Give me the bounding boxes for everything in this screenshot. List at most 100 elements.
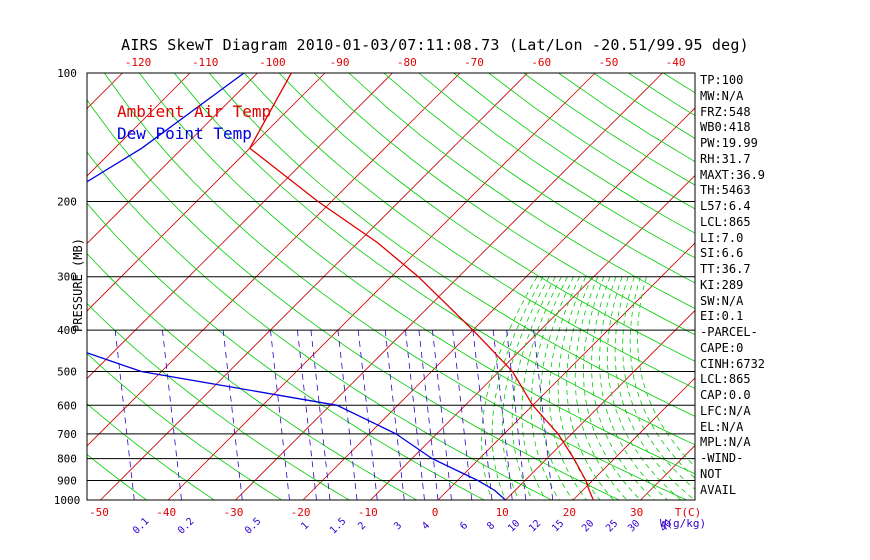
top-temp-tick-label: -100 [259, 56, 286, 69]
isotherm-line [235, 73, 663, 500]
isotherm-line [302, 107, 695, 500]
moist-adiabat-line [566, 276, 614, 500]
moist-adiabat-line [599, 276, 668, 500]
stability-index-item: SI:6.6 [700, 246, 744, 261]
top-temp-tick-label: -80 [397, 56, 417, 69]
dewpoint-profile-line [87, 73, 506, 500]
isotherm-line [87, 73, 258, 245]
mixing-ratio-line [222, 330, 243, 500]
pressure-tick-label: 800 [57, 453, 77, 466]
mixing-ratio-line [337, 330, 358, 500]
dry-adiabat-line [768, 73, 870, 500]
mixing-ratio-tick-label: 1.5 [328, 516, 349, 537]
top-temp-tick-label: -50 [598, 56, 618, 69]
dry-adiabat-line [488, 73, 695, 210]
temperature-axis-label: T(C) [675, 506, 702, 519]
moist-adiabat-line [521, 276, 562, 500]
moist-adiabat-line [540, 276, 574, 500]
stability-index-item: MPL:N/A [700, 435, 751, 450]
stability-index-item: EI:0.1 [700, 309, 744, 324]
moist-adiabat-line [582, 276, 641, 500]
moist-adiabat-line [548, 276, 587, 500]
stability-index-item: CAP:0.0 [700, 388, 751, 402]
top-temp-tick-label: -60 [531, 56, 551, 69]
stability-index-item: LCL:865 [700, 214, 751, 229]
isotherm-line [87, 73, 393, 380]
mixing-ratio-tick-label: 8 [485, 520, 497, 532]
stability-index-item: -PARCEL- [700, 325, 758, 339]
moist-adiabat-line [511, 276, 556, 500]
mixing-ratio-tick-label: 0.5 [243, 516, 264, 537]
dry-adiabat-line [418, 73, 695, 259]
stability-index-item: NOT [700, 466, 722, 481]
chart-title: AIRS SkewT Diagram 2010-01-03/07:11:08.7… [121, 36, 749, 54]
dry-adiabat-line [87, 352, 282, 500]
plot-frame [86, 72, 696, 501]
pressure-tick-label: 700 [57, 428, 77, 441]
stability-index-item: KI:289 [700, 277, 744, 292]
bottom-temp-tick-label: -50 [89, 506, 109, 519]
mixing-ratio-tick-label: 4 [420, 520, 432, 532]
mixing-ratio-tick-label: 10 [506, 518, 522, 534]
stability-index-item: LI:7.0 [700, 230, 744, 245]
dry-adiabat-line [383, 73, 695, 284]
pressure-tick-label: 200 [57, 196, 77, 209]
stability-index-item: WB0:418 [700, 120, 751, 135]
isobar-lines [86, 72, 696, 501]
profile-lines [87, 73, 594, 500]
stability-indices: TP:100 MW:N/A FRZ:548 WB0:418 PW:19.99 RH:31.… [700, 73, 765, 498]
pressure-tick-label: 600 [57, 399, 77, 412]
mixing-ratio-tick-label: 0.2 [176, 516, 197, 537]
stability-index-item: EL:N/A [700, 419, 744, 434]
dry-adiabat-line [803, 73, 870, 500]
pressure-axis-label: PRESSURE (MB) [71, 238, 85, 332]
top-temp-tick-label: -70 [464, 56, 484, 69]
top-temp-tick-label: -120 [125, 56, 152, 69]
stability-index-item: -WIND- [700, 451, 744, 465]
dry-adiabat-line [278, 73, 695, 362]
isotherm-line [437, 242, 695, 500]
bottom-temp-tick-label: -40 [156, 506, 176, 519]
bottom-temp-tick-label: 30 [630, 506, 643, 519]
stability-index-item: CAPE:0 [700, 340, 744, 355]
mixing-ratio-tick-label: 30 [626, 518, 642, 534]
dry-adiabat-line [663, 73, 695, 94]
isotherm-line [0, 73, 55, 500]
isotherm-line [505, 309, 695, 500]
mixing-ratio-line [357, 330, 378, 500]
dry-adiabat-line [87, 403, 215, 500]
pressure-tick-label: 900 [57, 474, 77, 487]
stability-index-item: LCL:865 [700, 372, 751, 387]
stability-index-item: MAXT:36.9 [700, 167, 766, 182]
isotherm-line [843, 73, 870, 500]
moist-adiabat-line [622, 276, 695, 490]
top-temp-tick-label: -90 [330, 56, 350, 69]
stability-index-item: LFC:N/A [700, 403, 751, 418]
legend-entry: Ambient Air Temp [117, 102, 271, 121]
stability-index-item: TT:36.7 [700, 262, 751, 276]
dry-adiabat-line [243, 73, 695, 389]
bottom-temp-tick-label: -30 [223, 506, 243, 519]
isotherm-line [370, 174, 695, 500]
background-lines [0, 73, 870, 500]
stability-index-item: MW:N/A [700, 88, 744, 103]
mixing-ratio-tick-label: 0.1 [131, 516, 152, 537]
stability-index-item: TH:5463 [700, 183, 751, 198]
pressure-tick-label: 500 [57, 365, 77, 378]
stability-index-item: AVAIL [700, 482, 737, 497]
dry-adiabat-line [348, 73, 695, 309]
bottom-temp-tick-label: -10 [358, 506, 378, 519]
isotherm-line [776, 73, 870, 500]
mixing-ratio-tick-label: 2 [356, 520, 368, 532]
mixing-ratio-tick-label: 6 [458, 520, 470, 532]
moist-adiabat-line [557, 276, 601, 500]
mixing-ratio-tick-label: 15 [550, 518, 566, 534]
mixing-ratio-line [270, 330, 290, 500]
dry-adiabat-line [87, 453, 147, 500]
dry-adiabat-line [173, 73, 695, 446]
bottom-temp-tick-label: -20 [291, 506, 311, 519]
dry-adiabat-line [87, 202, 485, 500]
stability-index-item: FRZ:548 [700, 104, 751, 119]
moist-adiabat-line [491, 276, 544, 500]
isotherm-line [167, 73, 596, 500]
